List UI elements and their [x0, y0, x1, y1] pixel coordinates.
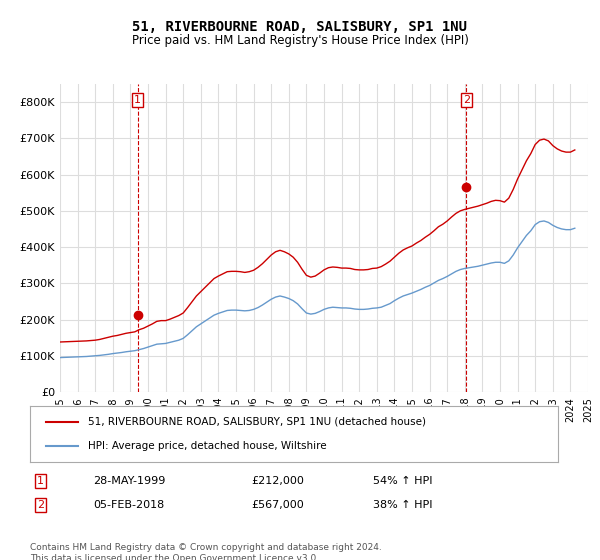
Text: 38% ↑ HPI: 38% ↑ HPI	[373, 500, 433, 510]
Text: HPI: Average price, detached house, Wiltshire: HPI: Average price, detached house, Wilt…	[88, 441, 327, 451]
Text: 51, RIVERBOURNE ROAD, SALISBURY, SP1 1NU (detached house): 51, RIVERBOURNE ROAD, SALISBURY, SP1 1NU…	[88, 417, 426, 427]
Text: £212,000: £212,000	[252, 476, 305, 486]
Text: 05-FEB-2018: 05-FEB-2018	[94, 500, 164, 510]
Text: 2: 2	[37, 500, 44, 510]
Text: 2: 2	[463, 95, 470, 105]
Text: 28-MAY-1999: 28-MAY-1999	[94, 476, 166, 486]
Text: Contains HM Land Registry data © Crown copyright and database right 2024.
This d: Contains HM Land Registry data © Crown c…	[30, 543, 382, 560]
Text: 1: 1	[134, 95, 141, 105]
Text: Price paid vs. HM Land Registry's House Price Index (HPI): Price paid vs. HM Land Registry's House …	[131, 34, 469, 46]
Text: 51, RIVERBOURNE ROAD, SALISBURY, SP1 1NU: 51, RIVERBOURNE ROAD, SALISBURY, SP1 1NU	[133, 20, 467, 34]
Text: 54% ↑ HPI: 54% ↑ HPI	[373, 476, 433, 486]
Text: 1: 1	[37, 476, 44, 486]
Text: £567,000: £567,000	[252, 500, 305, 510]
